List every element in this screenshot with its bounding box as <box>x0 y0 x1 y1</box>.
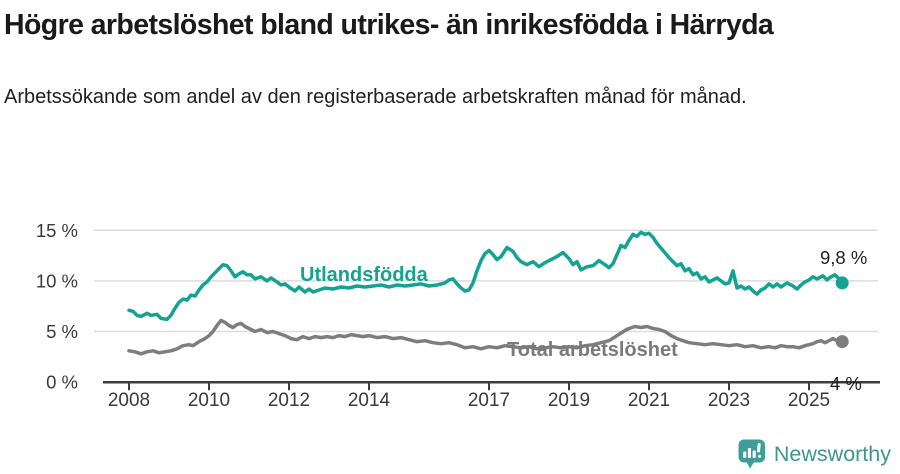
y-axis-tick-label: 0 % <box>46 372 78 393</box>
series-label-utlandsfodda: Utlandsfödda <box>300 264 429 286</box>
brand-name: Newsworthy <box>773 441 891 466</box>
page-title: Högre arbetslöshet bland utrikes- än inr… <box>4 9 774 41</box>
x-axis-tick-label: 2019 <box>548 390 590 411</box>
x-axis-tick-label: 2008 <box>108 390 150 411</box>
series-line <box>127 318 844 356</box>
series-line <box>127 230 844 322</box>
x-axis-tick-label: 2012 <box>268 390 310 411</box>
x-axis-tick-label: 2025 <box>788 390 830 411</box>
brand-footer: Newsworthy <box>738 439 891 469</box>
page-subtitle: Arbetssökande som andel av den registerb… <box>4 86 747 108</box>
end-value-label-utlandsfodda: 9,8 % <box>820 247 867 268</box>
series-label-total: Total arbetslöshet <box>507 339 678 361</box>
y-axis-tick-label: 5 % <box>46 321 78 342</box>
x-axis-tick-label: 2014 <box>348 390 391 411</box>
x-axis-tick-label: 2023 <box>708 390 750 411</box>
x-axis-tick-label: 2021 <box>628 390 670 411</box>
y-axis-tick-label: 15 % <box>36 220 78 241</box>
line-chart: 0 % 5 % 10 % 15 % 2008 2010 2012 2014 2017 2019 20… <box>36 220 880 411</box>
x-axis-tick-label: 2010 <box>188 390 230 411</box>
plot-area: 0 % 5 % 10 % 15 % 2008 2010 2012 2014 2017 2019 20… <box>36 220 880 411</box>
series-end-dot <box>835 335 849 349</box>
series-end-dot <box>835 276 849 290</box>
y-axis-tick-label: 10 % <box>36 270 78 291</box>
end-value-label-total: 4 % <box>830 373 862 394</box>
x-axis-tick-label: 2017 <box>468 390 510 411</box>
newsworthy-logo-icon <box>738 439 765 469</box>
